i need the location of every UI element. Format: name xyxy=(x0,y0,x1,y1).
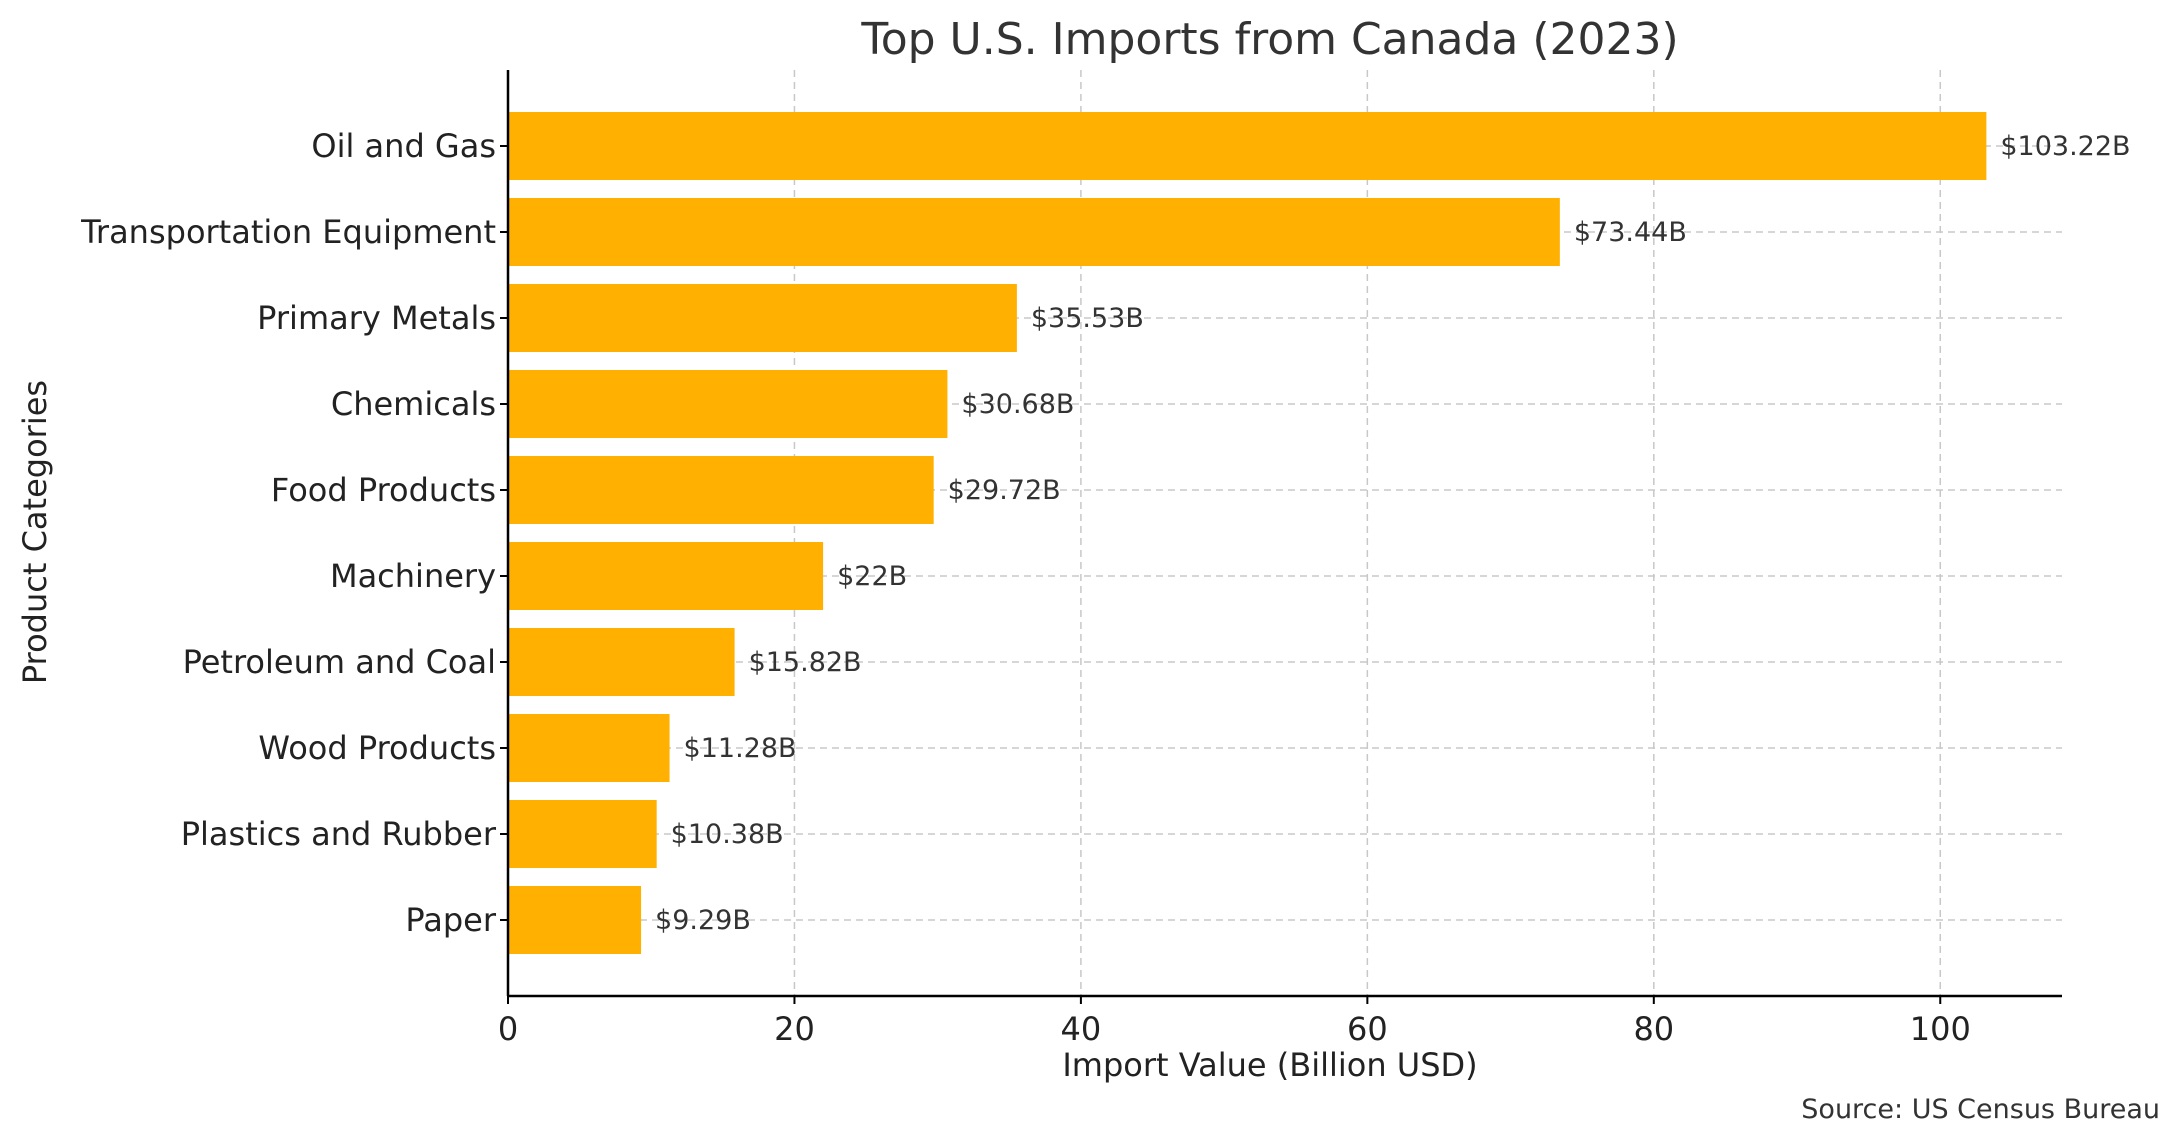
data-label: $9.29B xyxy=(655,905,751,936)
x-tick-label: 0 xyxy=(498,1010,518,1048)
data-label: $35.53B xyxy=(1031,303,1144,334)
y-tick-label: Transportation Equipment xyxy=(80,213,496,251)
bar xyxy=(508,628,735,696)
y-tick-label: Primary Metals xyxy=(257,299,496,337)
data-label: $11.28B xyxy=(684,733,797,764)
data-label: $73.44B xyxy=(1574,217,1687,248)
data-label: $10.38B xyxy=(671,819,784,850)
y-tick-label: Food Products xyxy=(271,471,496,509)
y-axis-label: Product Categories xyxy=(16,380,54,684)
bar xyxy=(508,370,948,438)
y-tick-label: Plastics and Rubber xyxy=(181,815,497,853)
x-axis-label: Import Value (Billion USD) xyxy=(1062,1046,1477,1084)
x-tick-label: 60 xyxy=(1347,1010,1388,1048)
data-label: $15.82B xyxy=(749,647,862,678)
data-label: $22B xyxy=(837,561,907,592)
x-tick-label: 20 xyxy=(774,1010,815,1048)
x-tick-label: 100 xyxy=(1910,1010,1971,1048)
data-label: $103.22B xyxy=(2000,131,2130,162)
bar xyxy=(508,198,1560,266)
bar xyxy=(508,112,1987,180)
y-tick-label: Chemicals xyxy=(331,385,496,423)
bar xyxy=(508,284,1017,352)
source-note: Source: US Census Bureau xyxy=(1801,1094,2160,1125)
chart-title: Top U.S. Imports from Canada (2023) xyxy=(860,14,1678,65)
bar xyxy=(508,714,670,782)
data-label: $30.68B xyxy=(961,389,1074,420)
x-tick-label: 40 xyxy=(1061,1010,1102,1048)
bar xyxy=(508,886,642,954)
bar xyxy=(508,456,934,524)
data-label: $29.72B xyxy=(948,475,1061,506)
y-tick-label: Oil and Gas xyxy=(311,127,496,165)
y-tick-label: Paper xyxy=(405,901,496,939)
y-tick-label: Wood Products xyxy=(258,729,496,767)
x-tick-label: 80 xyxy=(1633,1010,1674,1048)
y-tick-label: Machinery xyxy=(330,557,496,595)
bar xyxy=(508,542,824,610)
bar xyxy=(508,800,657,868)
y-tick-label: Petroleum and Coal xyxy=(183,643,496,681)
